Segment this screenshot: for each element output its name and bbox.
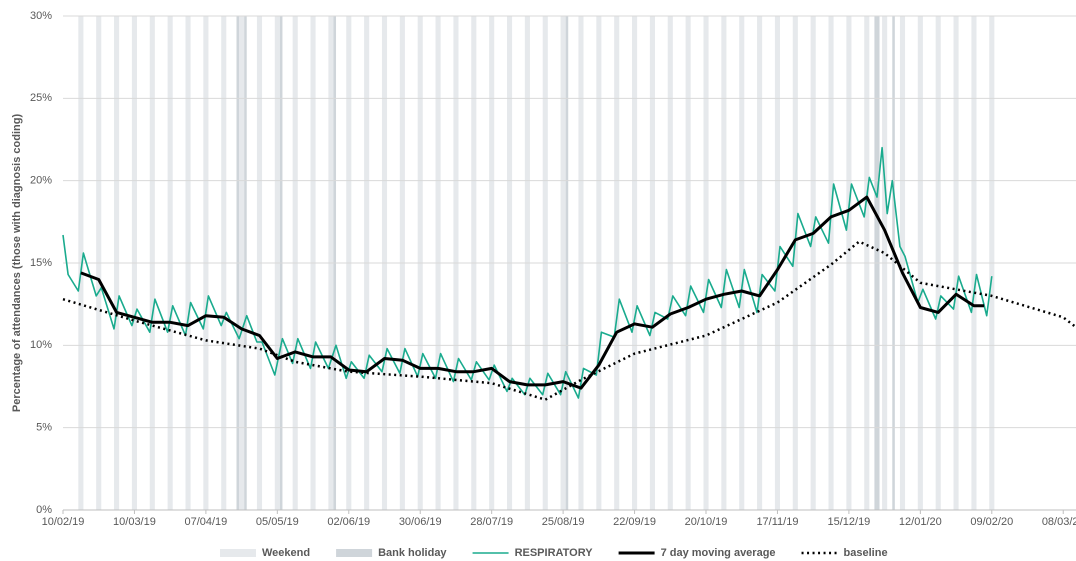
legend: Weekend Bank holiday RESPIRATORY 7 day movi… (220, 547, 888, 559)
x-tick-label: 17/11/19 (756, 516, 798, 528)
legend-label: Weekend (262, 547, 310, 559)
x-tick-label: 30/06/19 (399, 516, 442, 528)
x-tick-label: 05/05/19 (256, 516, 299, 528)
legend-label: 7 day moving average (661, 547, 776, 559)
x-tick-label: 02/06/19 (327, 516, 370, 528)
grid (62, 15, 1076, 514)
x-tick-label: 20/10/19 (685, 516, 728, 528)
y-axis-title: Percentage of attendances (those with di… (11, 114, 23, 413)
series-line (80, 195, 985, 390)
legend-swatch (220, 549, 256, 557)
legend-label: baseline (844, 547, 888, 559)
legend-label: RESPIRATORY (515, 547, 594, 559)
y-tick-label: 20% (30, 175, 52, 187)
lines (62, 146, 1076, 401)
series-line (62, 146, 993, 399)
legend-label: Bank holiday (378, 547, 447, 559)
y-tick-label: 0% (36, 504, 52, 516)
series-line (62, 240, 1076, 401)
labels: 0% 5% 10% 15% 20% 25% 30% 10/02/19 10/03/19 07/04… (30, 10, 1076, 528)
x-tick-label: 22/09/19 (613, 516, 656, 528)
y-tick-label: 15% (30, 257, 52, 269)
x-tick-label: 25/08/19 (542, 516, 585, 528)
y-tick-label: 30% (30, 10, 52, 22)
x-tick-label: 08/03/20 (1042, 516, 1076, 528)
x-tick-label: 07/04/19 (184, 516, 227, 528)
x-tick-label: 10/02/19 (42, 516, 85, 528)
x-tick-label: 28/07/19 (470, 516, 513, 528)
y-tick-label: 10% (30, 339, 52, 351)
x-tick-label: 12/01/20 (899, 516, 942, 528)
legend-swatch (336, 549, 373, 557)
y-tick-label: 25% (30, 92, 52, 104)
x-tick-label: 10/03/19 (113, 516, 156, 528)
y-tick-label: 5% (36, 422, 52, 434)
x-tick-label: 15/12/19 (827, 516, 870, 528)
x-tick-label: 09/02/20 (970, 516, 1013, 528)
